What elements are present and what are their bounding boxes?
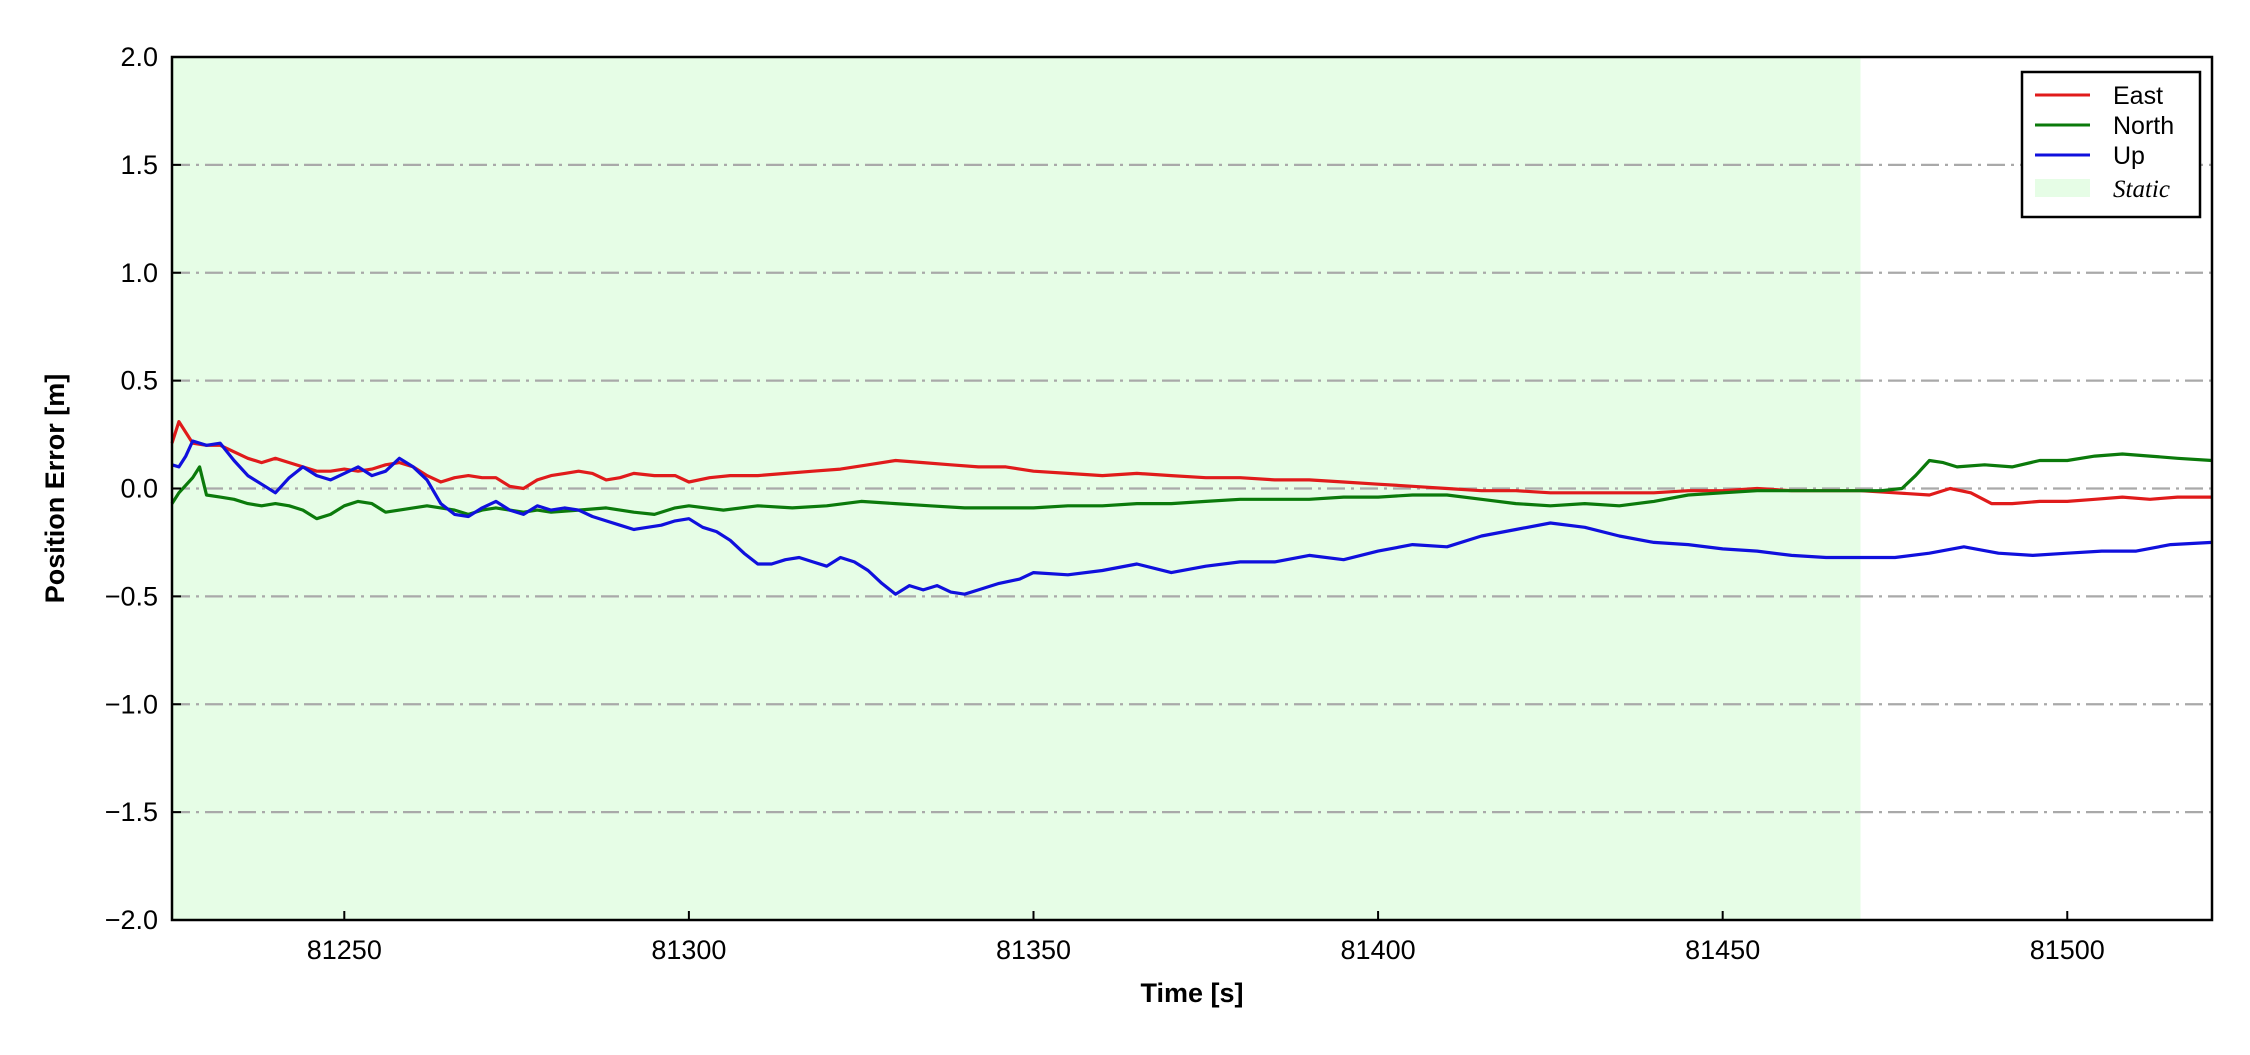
y-tick-label-8: −2.0 bbox=[105, 905, 158, 935]
y-tick-label-7: −1.5 bbox=[105, 797, 158, 827]
y-tick-label-2: 1.0 bbox=[120, 258, 158, 288]
y-axis-title: Position Error [m] bbox=[40, 374, 70, 604]
x-tick-label-1: 81300 bbox=[651, 935, 726, 965]
tick-layer: 81250 81300 81350 81400 81450 81500 2.0 1.5 1.0 0… bbox=[105, 42, 2105, 965]
series-line-up bbox=[171, 439, 2213, 596]
x-tick-label-3: 81400 bbox=[1341, 935, 1416, 965]
series-line-north bbox=[170, 452, 2213, 521]
legend-swatch-static bbox=[2035, 179, 2090, 197]
legend-label-east: East bbox=[2113, 82, 2163, 110]
legend-label-up: Up bbox=[2113, 142, 2145, 170]
legend-label-north: North bbox=[2113, 112, 2174, 140]
y-tick-label-3: 0.5 bbox=[120, 366, 158, 396]
y-tick-label-4: 0.0 bbox=[120, 474, 158, 504]
x-axis-title: Time [s] bbox=[1140, 978, 1243, 1008]
y-tick-label-5: −0.5 bbox=[105, 581, 158, 611]
x-tick-label-0: 81250 bbox=[307, 935, 382, 965]
y-tick-label-1: 1.5 bbox=[120, 150, 158, 180]
x-tick-label-4: 81450 bbox=[1685, 935, 1760, 965]
legend: East North Up Static bbox=[2020, 70, 2202, 219]
grid-layer bbox=[172, 163, 2212, 814]
y-tick-label-0: 2.0 bbox=[120, 42, 158, 72]
x-tick-label-5: 81500 bbox=[2030, 935, 2105, 965]
legend-label-static: Static bbox=[2113, 176, 2170, 203]
y-tick-label-6: −1.0 bbox=[105, 689, 158, 719]
series-layer bbox=[170, 420, 2213, 596]
x-tick-label-2: 81350 bbox=[996, 935, 1071, 965]
